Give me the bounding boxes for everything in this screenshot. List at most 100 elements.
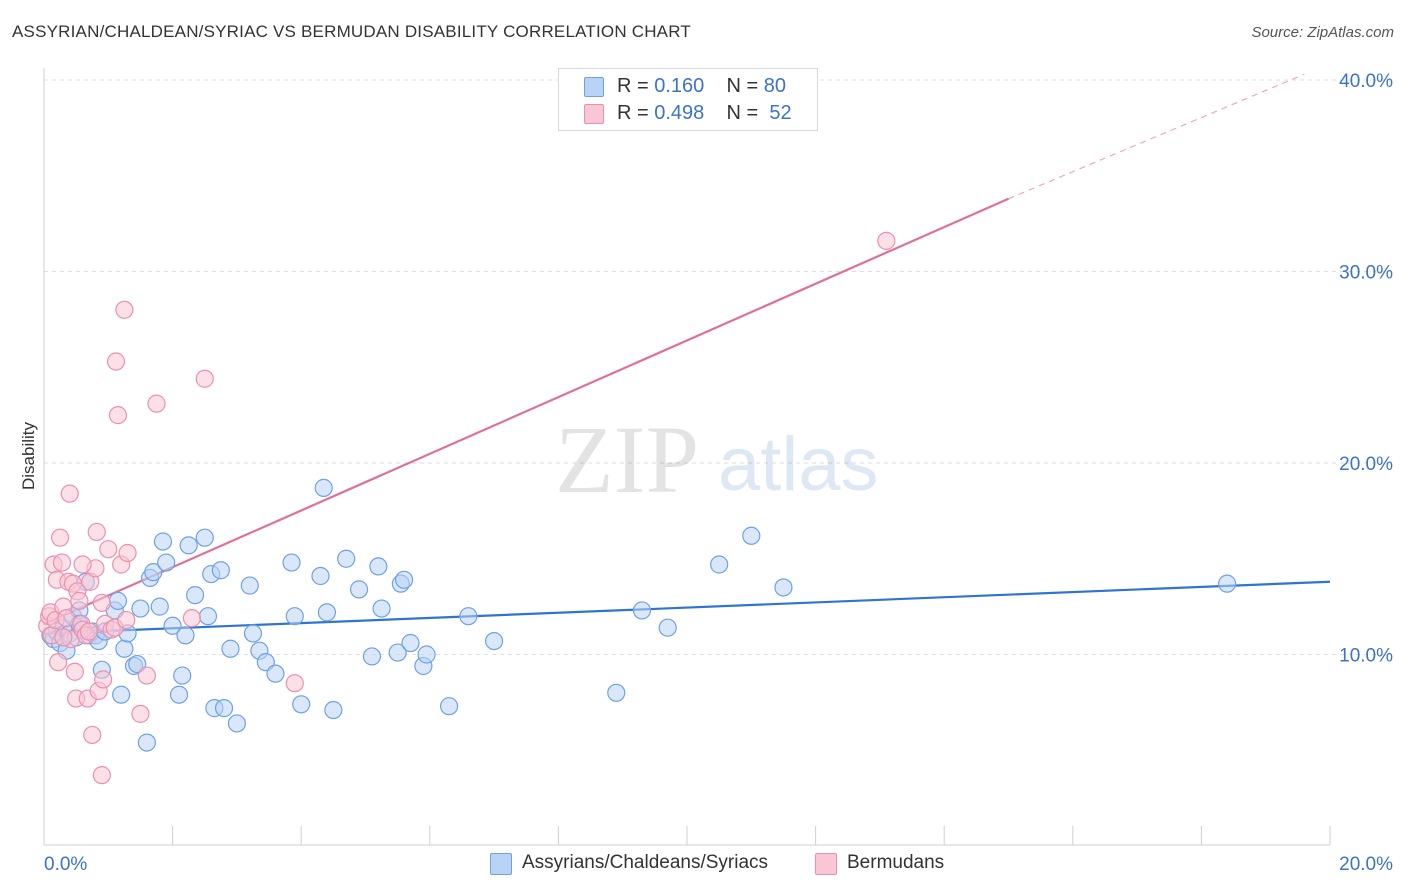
y-tick-label: 10.0% [1339, 646, 1393, 667]
point-assyrian [632, 601, 652, 620]
point-assyrian [337, 549, 356, 568]
point-assyrian [710, 555, 729, 574]
point-bermudan [49, 653, 68, 672]
point-bermudan [83, 725, 102, 745]
point-assyrian [459, 607, 478, 626]
trend-lines [43, 73, 1331, 635]
bottom-legend-label: Assyrians/Chaldeans/Syriacs [522, 852, 769, 873]
point-assyrian [292, 695, 311, 714]
watermark-zip: ZIP [555, 406, 699, 513]
y-tick-label: 40.0% [1339, 71, 1393, 92]
point-bermudan [52, 553, 72, 572]
point-bermudan [60, 484, 79, 503]
data-points [38, 231, 1237, 785]
point-bermudan [195, 369, 214, 388]
point-assyrian [742, 526, 761, 545]
point-bermudan [182, 609, 201, 628]
chart-title: ASSYRIAN/CHALDEAN/SYRIAC VS BERMUDAN DIS… [12, 22, 691, 41]
bottom-legend-label: Bermudans [847, 852, 945, 873]
bottom-legend-swatch-pink [815, 853, 837, 875]
point-assyrian [266, 664, 285, 683]
point-assyrian [112, 685, 131, 704]
point-bermudan [118, 543, 137, 563]
point-assyrian [240, 576, 259, 595]
point-assyrian [153, 532, 173, 551]
point-bermudan [106, 352, 126, 371]
point-assyrian [243, 624, 263, 643]
axis-labels: 10.0% 20.0% 30.0% 40.0% 0.0% 20.0% Disability [19, 71, 1393, 875]
x-tick-label: 0.0% [44, 854, 87, 875]
point-bermudan [87, 522, 106, 542]
trend-line [43, 580, 1331, 635]
point-bermudan [108, 406, 128, 425]
point-assyrian [227, 714, 246, 733]
legend-r-value: 0.160 [654, 75, 705, 97]
point-bermudan [117, 610, 136, 630]
point-assyrian [169, 685, 189, 704]
point-assyrian [658, 618, 677, 637]
point-assyrian [372, 599, 391, 618]
point-assyrian [349, 580, 369, 599]
legend-swatch-blue [584, 77, 604, 97]
point-assyrian [211, 561, 230, 580]
point-assyrian [157, 553, 176, 572]
point-bermudan [131, 704, 150, 723]
point-assyrian [1218, 574, 1237, 593]
point-assyrian [108, 591, 128, 610]
point-assyrian [195, 528, 214, 547]
trend-line-extension [1008, 73, 1305, 200]
point-assyrian [221, 639, 240, 658]
point-assyrian [150, 597, 169, 616]
legend-r-label: R = [617, 75, 649, 97]
trend-line [43, 197, 1009, 625]
legend-n-value: 80 [763, 75, 787, 97]
point-assyrian [311, 566, 330, 586]
point-bermudan [137, 666, 156, 685]
point-assyrian [198, 607, 218, 626]
point-bermudan [79, 622, 99, 641]
point-assyrian [417, 645, 436, 664]
point-bermudan [92, 593, 111, 612]
point-assyrian [369, 557, 388, 576]
point-assyrian [137, 733, 156, 752]
bottom-legend-swatch-blue [490, 853, 512, 875]
point-assyrian [144, 563, 163, 582]
point-bermudan [73, 555, 92, 574]
legend-box: R = 0.160 N = 80 R = 0.498 N = 52 [558, 68, 818, 131]
point-assyrian [176, 626, 195, 645]
point-assyrian [324, 700, 343, 720]
point-bermudan [99, 540, 118, 559]
y-tick-label: 30.0% [1339, 263, 1393, 284]
point-assyrian [179, 536, 198, 555]
point-assyrian [214, 699, 234, 718]
point-assyrian [774, 578, 793, 597]
point-assyrian [485, 631, 504, 651]
point-bermudan [147, 394, 166, 413]
point-assyrian [282, 553, 301, 572]
point-assyrian [173, 666, 192, 685]
point-assyrian [163, 616, 182, 635]
point-assyrian [388, 643, 407, 662]
point-assyrian [186, 586, 205, 605]
legend-swatch-pink [584, 104, 604, 124]
point-assyrian [607, 683, 626, 702]
legend-n-value: 52 [769, 102, 792, 124]
point-assyrian [314, 478, 333, 497]
point-assyrian [401, 633, 420, 653]
legend-n-label: N = [726, 75, 759, 97]
point-bermudan [877, 231, 896, 250]
x-tick-label: 20.0% [1339, 854, 1393, 875]
point-bermudan [285, 674, 304, 693]
point-assyrian [317, 603, 337, 622]
point-bermudan [92, 766, 111, 785]
legend-r-value: 0.498 [654, 102, 705, 124]
point-assyrian [362, 647, 382, 666]
point-assyrian [115, 639, 134, 658]
legend-r-label: R = [617, 102, 649, 124]
y-tick-label: 20.0% [1339, 454, 1393, 475]
point-bermudan [70, 591, 89, 610]
point-bermudan [54, 628, 73, 647]
point-bermudan [94, 670, 113, 689]
watermark: ZIP atlas [555, 406, 879, 513]
